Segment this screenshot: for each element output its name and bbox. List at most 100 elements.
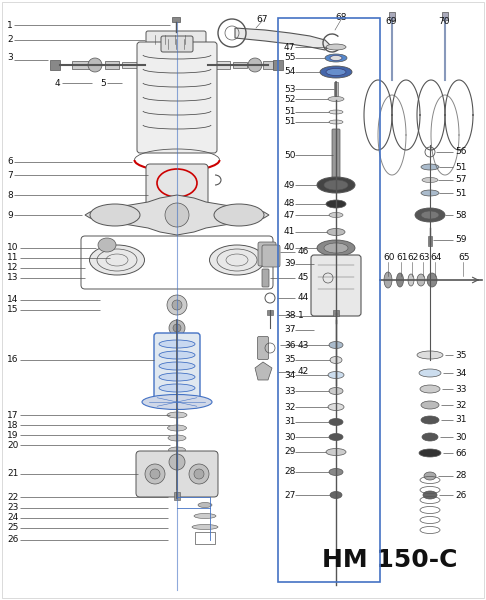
Ellipse shape (317, 177, 355, 193)
Circle shape (189, 464, 209, 484)
Text: 47: 47 (284, 211, 295, 220)
Text: 61: 61 (396, 253, 407, 263)
Ellipse shape (330, 356, 342, 364)
Text: 11: 11 (7, 253, 18, 263)
Text: 31: 31 (284, 418, 295, 427)
Text: 33: 33 (284, 386, 295, 395)
Text: 23: 23 (7, 503, 18, 512)
Ellipse shape (417, 274, 425, 286)
Ellipse shape (159, 362, 195, 370)
Text: 62: 62 (407, 253, 418, 263)
Text: 35: 35 (455, 350, 467, 359)
Text: 70: 70 (438, 17, 450, 26)
Text: 67: 67 (256, 16, 267, 25)
Ellipse shape (329, 341, 343, 349)
Bar (72, 61, 90, 69)
Text: 34: 34 (455, 368, 467, 377)
Text: 54: 54 (284, 67, 295, 76)
Ellipse shape (419, 449, 441, 457)
Bar (263, 61, 273, 69)
Ellipse shape (90, 204, 140, 226)
Ellipse shape (325, 54, 347, 62)
Text: 27: 27 (284, 491, 295, 499)
FancyBboxPatch shape (136, 451, 218, 497)
Text: 17: 17 (7, 410, 18, 419)
Text: 26: 26 (455, 491, 467, 499)
Text: 52: 52 (284, 94, 295, 103)
Text: 9: 9 (7, 211, 13, 220)
Text: 19: 19 (7, 431, 18, 439)
Bar (172, 17, 180, 22)
Ellipse shape (422, 433, 438, 441)
Ellipse shape (408, 274, 414, 286)
FancyBboxPatch shape (137, 42, 217, 153)
Ellipse shape (423, 491, 437, 499)
Ellipse shape (329, 110, 343, 114)
Ellipse shape (324, 243, 348, 253)
Ellipse shape (427, 273, 437, 287)
Ellipse shape (320, 66, 352, 78)
Bar (195, 532, 215, 544)
Text: 51: 51 (284, 107, 295, 116)
Ellipse shape (159, 384, 195, 392)
Text: 42: 42 (298, 367, 309, 377)
Text: 38: 38 (284, 311, 295, 320)
Bar (428, 236, 432, 246)
Polygon shape (235, 28, 330, 50)
Text: 49: 49 (284, 181, 295, 190)
Text: 48: 48 (284, 199, 295, 208)
Ellipse shape (330, 55, 342, 61)
Text: 3: 3 (7, 53, 13, 62)
Ellipse shape (317, 240, 355, 256)
Bar (233, 62, 247, 68)
Polygon shape (255, 362, 272, 380)
Ellipse shape (421, 211, 439, 219)
Text: 32: 32 (455, 401, 467, 409)
Text: 13: 13 (7, 274, 18, 283)
Text: 40: 40 (284, 244, 295, 253)
Bar (273, 60, 283, 70)
Text: 21: 21 (7, 469, 18, 479)
Text: 33: 33 (455, 385, 467, 394)
Text: 4: 4 (55, 79, 61, 88)
Ellipse shape (419, 369, 441, 377)
Text: 30: 30 (284, 433, 295, 442)
Text: 29: 29 (284, 448, 295, 457)
Text: 59: 59 (455, 235, 467, 245)
Circle shape (248, 58, 262, 72)
Text: 6: 6 (7, 157, 13, 166)
Ellipse shape (420, 385, 440, 393)
Circle shape (165, 203, 189, 227)
Text: 51: 51 (284, 118, 295, 127)
Text: 15: 15 (7, 305, 18, 314)
Text: 10: 10 (7, 244, 18, 253)
Text: 35: 35 (284, 355, 295, 364)
FancyBboxPatch shape (154, 333, 200, 401)
Ellipse shape (328, 371, 344, 379)
Polygon shape (85, 195, 269, 235)
Ellipse shape (168, 435, 186, 441)
Text: 14: 14 (7, 295, 18, 304)
Text: HM 150-C: HM 150-C (322, 548, 458, 572)
Circle shape (88, 58, 102, 72)
Ellipse shape (324, 180, 348, 190)
Ellipse shape (214, 204, 264, 226)
Text: 16: 16 (7, 355, 18, 364)
Circle shape (145, 464, 165, 484)
Circle shape (167, 295, 187, 315)
Bar (278, 18, 380, 582)
Ellipse shape (159, 351, 195, 359)
Ellipse shape (169, 447, 186, 453)
FancyBboxPatch shape (258, 242, 276, 266)
Ellipse shape (421, 416, 439, 424)
Text: 56: 56 (455, 148, 467, 157)
Text: 43: 43 (298, 340, 310, 349)
Ellipse shape (326, 44, 346, 50)
Ellipse shape (421, 190, 439, 196)
Circle shape (172, 300, 182, 310)
Bar (267, 310, 273, 315)
Text: 1: 1 (298, 311, 304, 319)
Text: 20: 20 (7, 440, 18, 449)
Ellipse shape (142, 395, 212, 409)
Text: 51: 51 (455, 163, 467, 172)
